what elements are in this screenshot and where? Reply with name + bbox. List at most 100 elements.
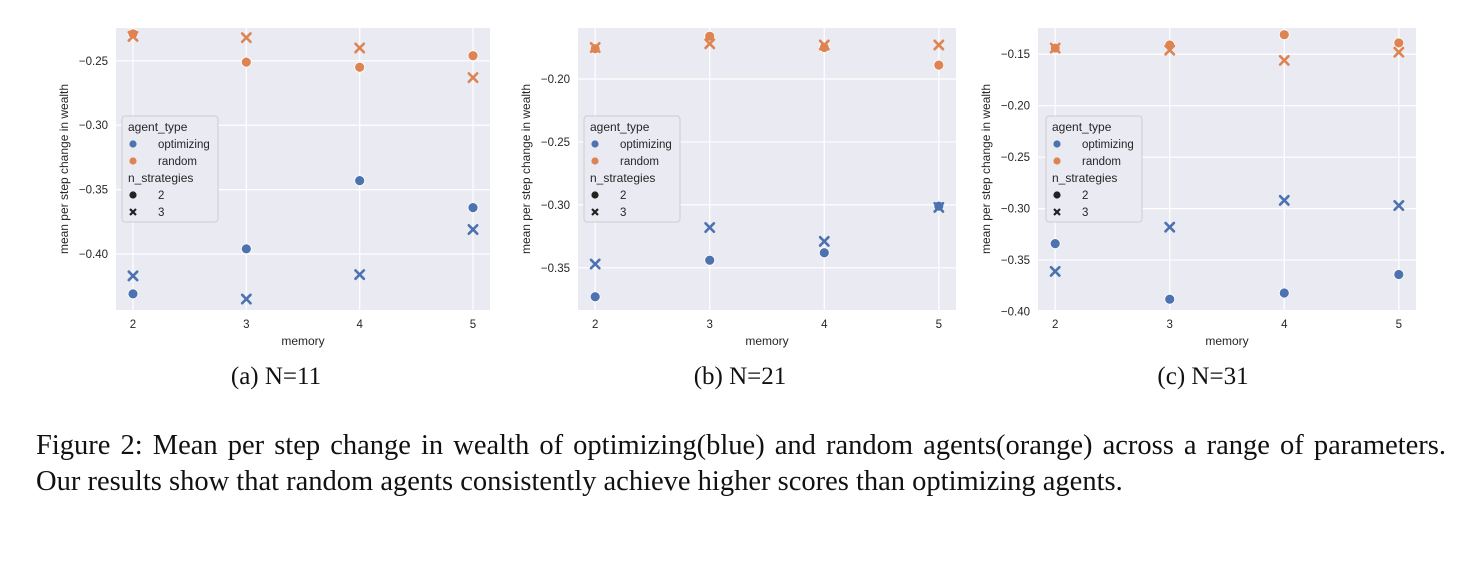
y-tick-label: −0.25	[541, 137, 570, 149]
data-point-optimizing-circle	[589, 291, 601, 303]
data-point-random-cross	[1393, 46, 1405, 58]
legend-label-style-2: 2	[620, 190, 626, 202]
data-point-optimizing-circle	[127, 288, 139, 300]
legend-label-optimizing: optimizing	[620, 139, 672, 151]
x-tick-label: 3	[707, 319, 713, 331]
chart-panel-b: 2 3 4 5 −0.35 −0.30 −0.25 −0.20 memory mean per s…	[494, 0, 988, 360]
data-point-optimizing-cross	[933, 201, 945, 213]
data-point-random-circle	[240, 56, 252, 68]
data-point-optimizing-circle	[1164, 293, 1176, 305]
legend-marker-optimizing	[591, 140, 599, 148]
legend-label-style-3: 3	[1082, 207, 1088, 219]
legend-title-agent-type: agent_type	[1052, 120, 1112, 134]
x-tick-label: 5	[470, 319, 476, 331]
legend-label-optimizing: optimizing	[1082, 139, 1134, 151]
data-point-optimizing-circle	[240, 243, 252, 255]
y-tick-label: −0.25	[79, 56, 108, 68]
legend-title-n-strategies: n_strategies	[128, 171, 193, 185]
data-point-random-circle	[704, 30, 716, 42]
y-tick-label: −0.30	[1001, 204, 1030, 216]
legend-marker-random	[591, 157, 599, 165]
legend: agent_type optimizing random n_strategies 2 3	[583, 115, 681, 223]
y-tick-label: −0.15	[1001, 49, 1030, 61]
data-point-optimizing-circle	[704, 254, 716, 266]
legend-label-style-2: 2	[1082, 190, 1088, 202]
x-axis-label: memory	[745, 334, 788, 348]
legend-title-n-strategies: n_strategies	[1052, 171, 1117, 185]
data-point-random-cross	[1049, 42, 1061, 54]
data-point-optimizing-circle	[1049, 238, 1061, 250]
data-point-random-cross	[818, 39, 830, 51]
legend-marker-optimizing	[129, 140, 137, 148]
x-axis-label: memory	[1205, 334, 1248, 348]
data-point-random-circle	[467, 50, 479, 62]
y-axis-label: mean per step change in wealth	[57, 84, 71, 254]
legend-marker-circle	[1053, 191, 1061, 199]
data-point-random-cross	[933, 39, 945, 51]
data-point-optimizing-circle	[818, 247, 830, 259]
y-tick-label: −0.35	[1001, 255, 1030, 267]
data-point-random-circle	[127, 28, 139, 40]
data-point-random-circle	[1393, 37, 1405, 49]
legend-label-random: random	[1082, 156, 1121, 168]
legend-marker-random	[129, 157, 137, 165]
data-point-random-cross	[704, 38, 716, 50]
x-tick-label: 2	[1052, 319, 1058, 331]
data-point-random-circle	[933, 59, 945, 71]
data-point-optimizing-cross	[127, 270, 139, 282]
y-axis-label: mean per step change in wealth	[979, 84, 993, 254]
y-axis-label: mean per step change in wealth	[519, 84, 533, 254]
y-tick-label: −0.30	[79, 120, 108, 132]
legend-marker-circle	[129, 191, 137, 199]
x-tick-label: 3	[1167, 319, 1173, 331]
scatter-chart-b: 2 3 4 5 −0.35 −0.30 −0.25 −0.20 memory mean per s…	[519, 28, 956, 348]
data-point-optimizing-circle	[467, 202, 479, 214]
data-point-optimizing-cross	[1049, 265, 1061, 277]
data-point-random-circle	[354, 61, 366, 73]
legend-marker-random	[1053, 157, 1061, 165]
y-tick-label: −0.20	[541, 74, 570, 86]
x-tick-label: 2	[130, 319, 136, 331]
legend-title-agent-type: agent_type	[128, 120, 188, 134]
scatter-chart-a: 2 3 4 5 −0.40 −0.35 −0.30 −0.25 memory mean per s…	[57, 28, 490, 348]
x-tick-label: 5	[1396, 319, 1402, 331]
y-tick-label: −0.40	[79, 249, 108, 261]
legend-marker-cross	[1053, 208, 1061, 216]
x-tick-label: 5	[936, 319, 942, 331]
y-tick-label: −0.20	[1001, 101, 1030, 113]
legend-title-agent-type: agent_type	[590, 120, 650, 134]
y-tick-label: −0.35	[79, 185, 108, 197]
x-tick-label: 3	[243, 319, 249, 331]
legend-label-random: random	[158, 156, 197, 168]
subcaption-c: (c) N=31	[1157, 363, 1249, 390]
data-point-optimizing-cross	[1164, 221, 1176, 233]
figure-caption: Figure 2: Mean per step change in wealth…	[36, 430, 1446, 497]
data-point-optimizing-cross	[467, 224, 479, 236]
data-point-optimizing-circle	[1278, 287, 1290, 299]
data-point-optimizing-cross	[1393, 200, 1405, 212]
subcaption-a: (a) N=11	[230, 363, 322, 390]
legend-label-optimizing: optimizing	[158, 139, 210, 151]
x-tick-label: 4	[356, 319, 363, 331]
chart-panel-a: 2 3 4 5 −0.40 −0.35 −0.30 −0.25 memory mean per s…	[0, 0, 494, 360]
scatter-chart-c: 2 3 4 5 −0.40 −0.35 −0.30 −0.25 −0.20 −0.15 memory…	[979, 28, 1416, 348]
legend-marker-cross	[591, 208, 599, 216]
legend: agent_type optimizing random n_strategies 2 3	[121, 115, 219, 223]
legend-label-style-2: 2	[158, 190, 164, 202]
data-point-random-cross	[127, 30, 139, 42]
legend-label-random: random	[620, 156, 659, 168]
y-tick-label: −0.30	[541, 200, 570, 212]
data-point-random-cross	[1164, 44, 1176, 56]
x-axis-label: memory	[281, 334, 324, 348]
legend-marker-circle	[591, 191, 599, 199]
data-point-optimizing-cross	[818, 235, 830, 247]
data-point-optimizing-cross	[704, 222, 716, 234]
y-tick-label: −0.25	[1001, 152, 1030, 164]
subcaption-b: (b) N=21	[693, 363, 787, 390]
x-tick-label: 4	[821, 319, 828, 331]
data-point-random-circle	[1278, 29, 1290, 41]
data-point-optimizing-cross	[1278, 194, 1290, 206]
data-point-random-cross	[589, 42, 601, 54]
data-point-optimizing-circle	[1393, 269, 1405, 280]
data-point-optimizing-cross	[240, 293, 252, 305]
